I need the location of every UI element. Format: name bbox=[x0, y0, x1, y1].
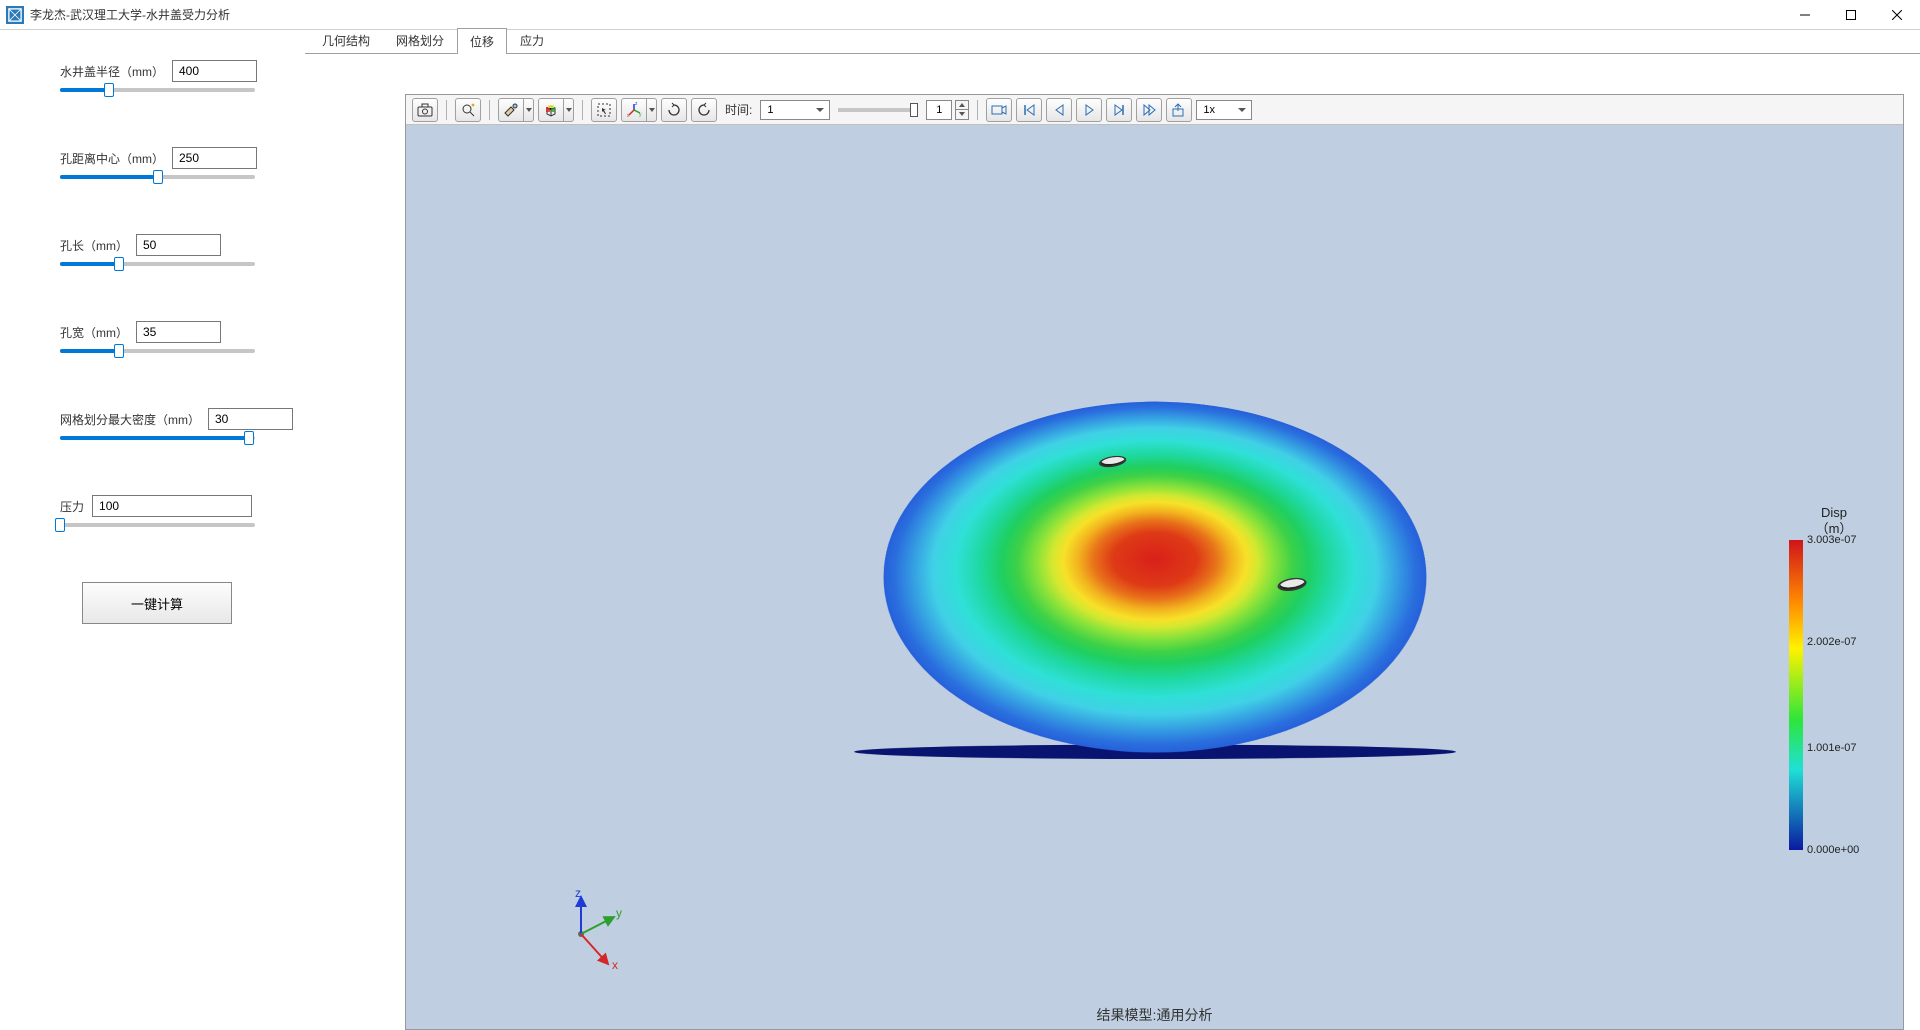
select-box-icon[interactable] bbox=[591, 98, 617, 122]
param-input[interactable] bbox=[172, 147, 257, 169]
prev-frame-icon[interactable] bbox=[1046, 98, 1072, 122]
last-frame-icon[interactable] bbox=[1136, 98, 1162, 122]
rotate-reverse-icon[interactable] bbox=[691, 98, 717, 122]
legend-bar bbox=[1789, 540, 1803, 850]
first-frame-icon[interactable] bbox=[1016, 98, 1042, 122]
close-button[interactable] bbox=[1874, 0, 1920, 30]
param-slider[interactable] bbox=[60, 262, 255, 266]
tab-3[interactable]: 应力 bbox=[507, 27, 557, 53]
legend-tick: 0.000e+00 bbox=[1807, 844, 1859, 856]
param-input[interactable] bbox=[92, 495, 252, 517]
param-input[interactable] bbox=[172, 60, 257, 82]
svg-text:y: y bbox=[639, 112, 642, 118]
window-controls bbox=[1782, 0, 1920, 30]
param-label: 压力 bbox=[60, 498, 84, 515]
export-icon[interactable] bbox=[1166, 98, 1192, 122]
camera-icon[interactable] bbox=[412, 98, 438, 122]
rotate-icon[interactable] bbox=[661, 98, 687, 122]
param-label: 孔宽（mm） bbox=[60, 324, 128, 341]
param-group-0: 水井盖半径（mm） bbox=[60, 60, 265, 92]
param-group-4: 网格划分最大密度（mm） bbox=[60, 408, 265, 440]
next-frame-icon[interactable] bbox=[1106, 98, 1132, 122]
tab-bar: 几何结构网格划分位移应力 bbox=[305, 30, 1920, 54]
param-slider[interactable] bbox=[60, 523, 255, 527]
param-group-5: 压力 bbox=[60, 495, 265, 527]
contour-disk bbox=[885, 289, 1425, 829]
title-bar: 李龙杰-武汉理工大学-水井盖受力分析 bbox=[0, 0, 1920, 30]
param-label: 孔距离中心（mm） bbox=[60, 150, 164, 167]
param-group-2: 孔长（mm） bbox=[60, 234, 265, 266]
play-icon[interactable] bbox=[1076, 98, 1102, 122]
result-canvas[interactable]: Disp（m） 3.003e-07 2.002e-07 1.001e-07 0.000… bbox=[406, 125, 1903, 1029]
axis-tool-dropdown[interactable]: zyx bbox=[621, 98, 657, 122]
step-up-button[interactable] bbox=[955, 100, 969, 110]
param-input[interactable] bbox=[136, 234, 221, 256]
legend-tick: 1.001e-07 bbox=[1807, 742, 1857, 754]
step-down-button[interactable] bbox=[955, 110, 969, 120]
video-icon[interactable] bbox=[986, 98, 1012, 122]
time-label: 时间: bbox=[725, 101, 752, 118]
legend-tick: 2.002e-07 bbox=[1807, 636, 1857, 648]
axis-x-label: x bbox=[612, 958, 618, 972]
param-input[interactable] bbox=[208, 408, 293, 430]
param-group-3: 孔宽（mm） bbox=[60, 321, 265, 353]
time-select[interactable]: 1 bbox=[760, 100, 830, 120]
param-group-1: 孔距离中心（mm） bbox=[60, 147, 265, 179]
legend-tick: 3.003e-07 bbox=[1807, 534, 1857, 546]
window-title: 李龙杰-武汉理工大学-水井盖受力分析 bbox=[30, 6, 1782, 23]
param-label: 网格划分最大密度（mm） bbox=[60, 411, 200, 428]
cube-tool-dropdown[interactable] bbox=[538, 98, 574, 122]
axis-triad: z y x bbox=[546, 889, 636, 979]
param-label: 水井盖半径（mm） bbox=[60, 63, 164, 80]
param-input[interactable] bbox=[136, 321, 221, 343]
time-slider[interactable] bbox=[838, 108, 918, 112]
clip-tool-dropdown[interactable] bbox=[498, 98, 534, 122]
param-label: 孔长（mm） bbox=[60, 237, 128, 254]
maximize-button[interactable] bbox=[1828, 0, 1874, 30]
canvas-footer-text: 结果模型:通用分析 bbox=[1097, 1005, 1213, 1025]
hole-2 bbox=[1274, 575, 1309, 593]
param-slider[interactable] bbox=[60, 175, 255, 179]
param-slider[interactable] bbox=[60, 436, 255, 440]
step-input[interactable] bbox=[926, 100, 952, 120]
axis-z-label: z bbox=[575, 886, 581, 900]
calculate-button[interactable]: 一键计算 bbox=[82, 582, 232, 624]
viewer-frame: zyx 时间: 1 bbox=[405, 94, 1904, 1030]
app-icon bbox=[6, 6, 24, 24]
tab-0[interactable]: 几何结构 bbox=[309, 27, 383, 53]
axis-y-label: y bbox=[616, 906, 622, 920]
legend-title: Disp（m） bbox=[1789, 505, 1879, 536]
param-slider[interactable] bbox=[60, 88, 255, 92]
content-area: 几何结构网格划分位移应力 zyx bbox=[305, 30, 1920, 1030]
param-slider[interactable] bbox=[60, 349, 255, 353]
svg-text:z: z bbox=[635, 102, 638, 107]
color-legend: Disp（m） 3.003e-072.002e-071.001e-070.000… bbox=[1789, 505, 1879, 850]
parameter-panel: 水井盖半径（mm） 孔距离中心（mm） 孔长（mm） 孔宽（mm） 网格划分最大密度（m… bbox=[0, 30, 305, 1030]
minimize-button[interactable] bbox=[1782, 0, 1828, 30]
viewer-toolbar: zyx 时间: 1 bbox=[406, 95, 1903, 125]
hole-1 bbox=[1096, 454, 1128, 469]
tab-1[interactable]: 网格划分 bbox=[383, 27, 457, 53]
tab-2[interactable]: 位移 bbox=[457, 28, 507, 54]
zoom-fit-icon[interactable] bbox=[455, 98, 481, 122]
speed-select[interactable]: 1x bbox=[1196, 100, 1252, 120]
